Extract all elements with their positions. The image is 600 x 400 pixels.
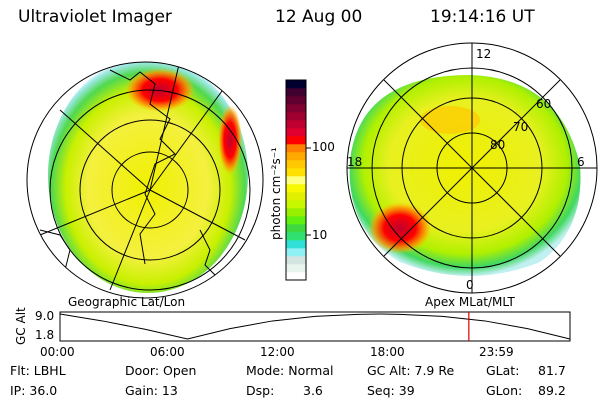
mlt-18: 18	[347, 155, 363, 169]
colorbar-swatch	[286, 216, 306, 225]
mlt-6: 6	[577, 155, 585, 169]
x-tick-0600: 06:00	[150, 345, 185, 359]
colorbar-swatch	[286, 200, 306, 209]
colorbar-swatch	[286, 176, 306, 185]
gc-alt-readout: GC Alt: 7.9 Re	[367, 363, 455, 378]
polar-grid	[346, 42, 598, 294]
altitude-chart	[59, 311, 571, 342]
mlt-0: 0	[466, 278, 474, 292]
colorbar-swatch	[286, 120, 306, 129]
left-map-label: Geographic Lat/Lon	[68, 295, 186, 309]
y-axis-label: GC Alt	[14, 307, 28, 345]
colorbar-swatch	[286, 112, 306, 121]
colorbar-swatch	[286, 144, 306, 153]
bright-spot-dusk	[218, 105, 242, 175]
x-tick-0000: 00:00	[40, 345, 75, 359]
colorbar-tick-100: 100	[312, 140, 335, 154]
auroral-emission-left	[48, 62, 248, 293]
x-tick-2359: 23:59	[479, 345, 514, 359]
colorbar-swatch	[286, 240, 306, 249]
y-tick-high: 9.0	[35, 309, 55, 323]
colorbar	[285, 79, 311, 281]
filter-readout: Flt: LBHL	[10, 363, 66, 378]
x-tick-1800: 18:00	[370, 345, 405, 359]
colorbar-swatch	[286, 208, 306, 217]
colorbar-swatch	[286, 224, 306, 233]
colorbar-swatch	[286, 264, 306, 273]
colorbar-swatch	[286, 256, 306, 265]
colorbar-swatch	[286, 248, 306, 257]
right-map-label: Apex MLat/MLT	[425, 295, 515, 309]
bright-spot-premidnight	[368, 202, 432, 254]
glat-value: 81.7	[538, 363, 566, 378]
mlat-60: 60	[536, 97, 552, 111]
colorbar-swatch	[286, 88, 306, 97]
mlat-70: 70	[513, 120, 529, 134]
colorbar-swatch	[286, 128, 306, 137]
glon-label: GLon:	[486, 383, 523, 398]
chart-frame	[59, 311, 571, 342]
colorbar-swatch	[286, 232, 306, 241]
colorbar-swatch	[286, 104, 306, 113]
gain-readout: Gain: 13	[125, 383, 178, 398]
colorbar-swatch	[286, 272, 306, 281]
date-label: 12 Aug 00	[275, 7, 363, 27]
dsp-value: 3.6	[303, 383, 323, 398]
colorbar-swatch	[286, 152, 306, 161]
colorbar-swatch	[286, 184, 306, 193]
mlt-12: 12	[476, 47, 492, 61]
y-tick-low: 1.8	[35, 328, 55, 342]
glon-value: 89.2	[538, 383, 566, 398]
colorbar-swatch	[286, 168, 306, 177]
dsp-label: Dsp:	[246, 383, 275, 398]
glat-label: GLat:	[486, 363, 520, 378]
colorbar-swatch	[286, 80, 306, 89]
mlat-80: 80	[490, 138, 506, 152]
mode-readout: Mode: Normal	[246, 363, 334, 378]
door-readout: Door: Open	[125, 363, 197, 378]
x-tick-1200: 12:00	[260, 345, 295, 359]
colorbar-frame	[285, 79, 307, 281]
colorbar-swatch	[286, 192, 306, 201]
colorbar-swatch	[286, 136, 306, 145]
dayside-emission	[420, 106, 480, 134]
geographic-map	[39, 62, 251, 293]
colorbar-unit-label: photon cm⁻²s⁻¹	[269, 147, 283, 240]
seq-readout: Seq: 39	[367, 383, 415, 398]
colorbar-swatch	[286, 160, 306, 169]
colorbar-swatch	[286, 96, 306, 105]
altitude-line	[59, 313, 571, 340]
time-label: 19:14:16 UT	[430, 7, 535, 27]
instrument-title: Ultraviolet Imager	[18, 7, 172, 27]
colorbar-tick-10: 10	[312, 228, 328, 242]
ip-readout: IP: 36.0	[10, 383, 58, 398]
left-map-boundary	[26, 61, 264, 299]
